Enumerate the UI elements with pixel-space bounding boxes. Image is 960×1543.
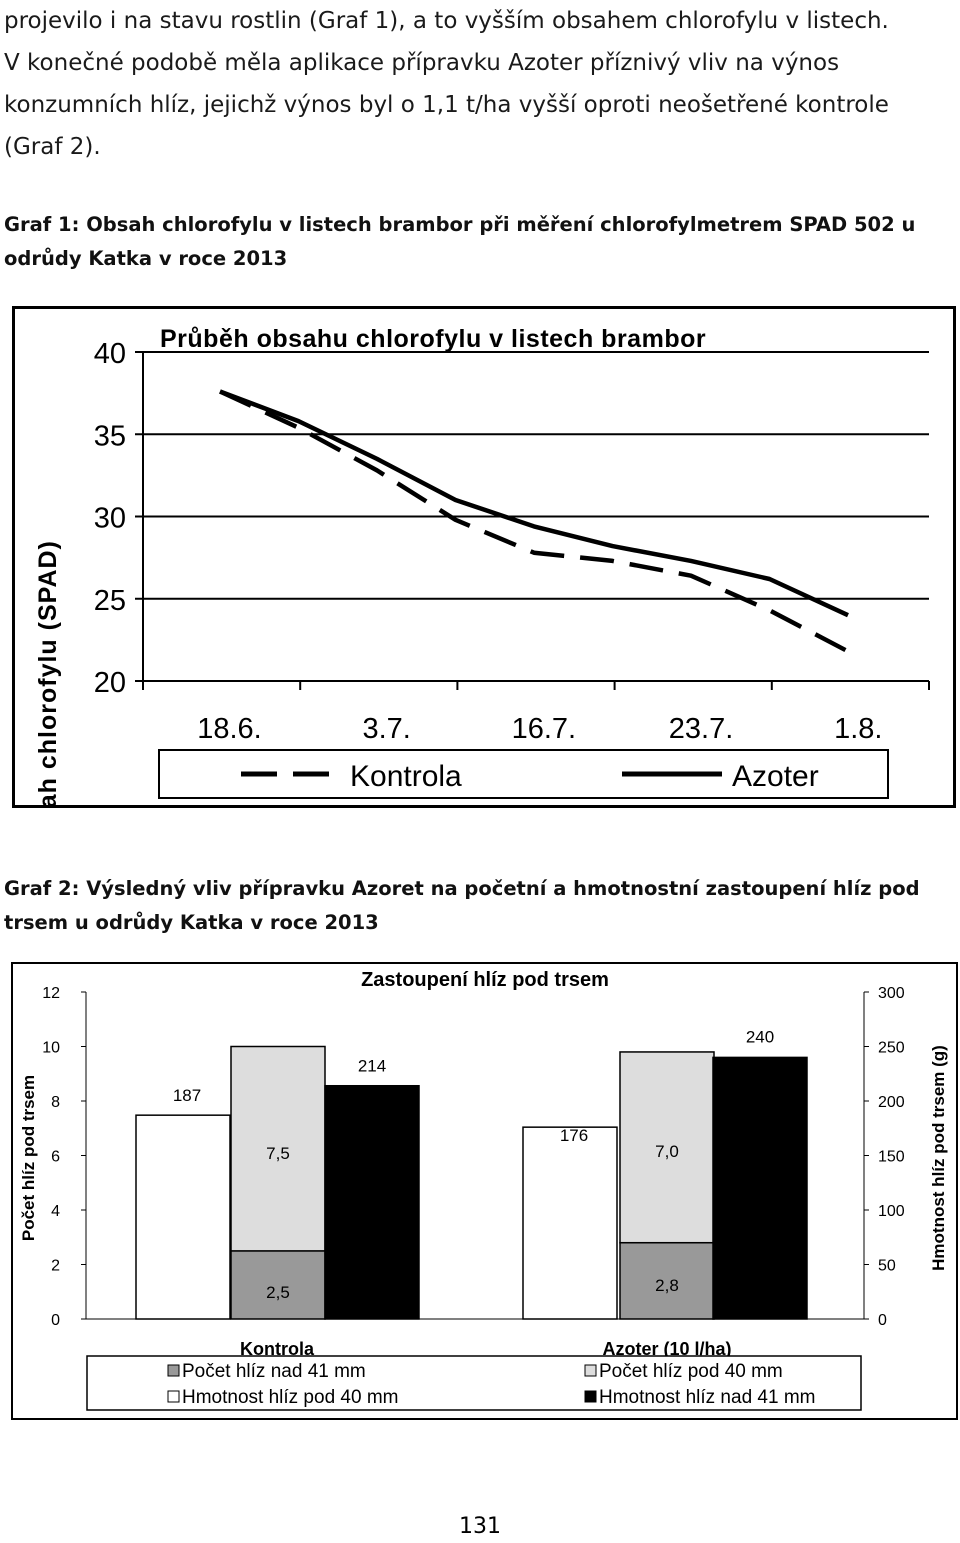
bar-label: 2,5 xyxy=(266,1283,290,1302)
legend-azoter-label: Azoter xyxy=(732,760,819,793)
chart1-xtick-label: 1.8. xyxy=(834,713,882,745)
chart2-y2tick-label: 150 xyxy=(878,1149,905,1166)
bar-hmotnost-pod-40 xyxy=(522,1126,618,1320)
chart1-ytick-label: 25 xyxy=(94,585,126,617)
legend-label: Hmotnost hlíz nad 41 mm xyxy=(599,1387,815,1408)
chart2-category-label: Kontrola xyxy=(240,1339,315,1359)
chart1-series-line xyxy=(219,389,850,654)
chart2-y2tick-label: 0 xyxy=(878,1312,887,1329)
chart1-ylabel: Obsah chlorofylu (SPAD) xyxy=(34,540,62,808)
chart1-title: Průběh obsahu chlorofylu v listech bramb… xyxy=(160,325,706,353)
chart2-ytick-label: 2 xyxy=(51,1258,60,1275)
chart2-ytick-label: 10 xyxy=(42,1040,60,1057)
bar-hmotnost-pod-40 xyxy=(135,1114,231,1320)
bar-pocet-pod-40 xyxy=(230,1045,326,1252)
legend-swatch xyxy=(167,1390,180,1403)
bar-label: 187 xyxy=(173,1086,201,1105)
legend-swatch xyxy=(584,1364,597,1377)
graf1-caption: Graf 1: Obsah chlorofylu v listech bramb… xyxy=(4,208,956,276)
chart2-legend-box xyxy=(86,1355,862,1411)
caption-line: odrůdy Katka v roce 2013 xyxy=(4,247,288,270)
bar-hmotnost-nad-41 xyxy=(712,1056,808,1320)
chart1-xtick-label: 23.7. xyxy=(669,713,734,745)
bar-label: 176 xyxy=(560,1126,588,1145)
chart2-title: Zastoupení hlíz pod trsem xyxy=(361,969,609,991)
chart2-ytick-label: 4 xyxy=(51,1203,60,1220)
chart1-legend-box xyxy=(158,749,889,799)
chart1-ytick-label: 30 xyxy=(94,503,126,535)
bar-pocet-pod-40 xyxy=(619,1051,715,1244)
bar-label: 7,0 xyxy=(655,1142,679,1161)
chart1-frame xyxy=(12,306,956,808)
intro-line: (Graf 2). xyxy=(4,134,101,160)
intro-line: projevilo i na stavu rostlin (Graf 1), a… xyxy=(4,8,889,34)
caption-line: Graf 2: Výsledný vliv přípravku Azoret n… xyxy=(4,877,920,900)
chart1-xtick-label: 16.7. xyxy=(512,713,577,745)
legend-kontrola-label: Kontrola xyxy=(350,760,462,793)
caption-line: Graf 1: Obsah chlorofylu v listech bramb… xyxy=(4,213,916,236)
bar-label: 240 xyxy=(746,1027,774,1046)
chart2-ytick-label: 8 xyxy=(51,1094,60,1111)
chart2-y2tick-label: 300 xyxy=(878,985,905,1002)
chart2-ytick-label: 6 xyxy=(51,1149,60,1166)
chlorophyll-line-chart: 40 35 30 25 20 18.6. 3.7. 16.7. 23.7. 1.8. Průběh… xyxy=(12,306,956,808)
chart2-ytick-label: 12 xyxy=(42,985,60,1002)
bar-pocet-nad-41 xyxy=(230,1250,326,1320)
chart2-y2tick-label: 200 xyxy=(878,1094,905,1111)
chart2-ylabel: Počet hlíz pod trsem xyxy=(19,1075,38,1241)
graf2-caption: Graf 2: Výsledný vliv přípravku Azoret n… xyxy=(4,872,956,940)
caption-line: trsem u odrůdy Katka v roce 2013 xyxy=(4,911,379,934)
chart2-y2label: Hmotnost hlíz pod trsem (g) xyxy=(929,1045,948,1271)
intro-line: V konečné podobě měla aplikace přípravku… xyxy=(4,50,840,76)
legend-swatch xyxy=(584,1390,597,1403)
chart2-y2tick-label: 50 xyxy=(878,1258,896,1275)
bar-label: 7,5 xyxy=(266,1144,290,1163)
chart2-category-label: Azoter (10 l/ha) xyxy=(602,1339,731,1359)
intro-text: projevilo i na stavu rostlin (Graf 1), a… xyxy=(4,0,956,168)
bar-label: 214 xyxy=(358,1057,386,1076)
chart1-xtick-label: 18.6. xyxy=(197,713,262,745)
legend-label: Hmotnost hlíz pod 40 mm xyxy=(182,1387,398,1408)
chart1-ytick-label: 40 xyxy=(94,338,126,370)
legend-swatch xyxy=(167,1364,180,1377)
legend-label: Počet hlíz nad 41 mm xyxy=(182,1361,366,1382)
intro-line: konzumních hlíz, jejichž výnos byl o 1,1… xyxy=(4,92,889,118)
tuber-bar-chart: Zastoupení hlíz pod trsem Počet hlíz pod… xyxy=(11,962,958,1420)
chart2-y2tick-label: 250 xyxy=(878,1040,905,1057)
chart1-xtick-label: 3.7. xyxy=(362,713,410,745)
bar-label: 2,8 xyxy=(655,1276,679,1295)
chart1-ytick-label: 35 xyxy=(94,420,126,452)
chart2-ytick-label: 0 xyxy=(51,1312,60,1329)
legend-label: Počet hlíz pod 40 mm xyxy=(599,1361,783,1382)
chart1-series-line xyxy=(219,389,849,618)
page-number: 131 xyxy=(459,1514,501,1539)
chart1-ytick-label: 20 xyxy=(94,667,126,699)
bar-hmotnost-nad-41 xyxy=(324,1084,420,1320)
chart2-y2tick-label: 100 xyxy=(878,1203,905,1220)
